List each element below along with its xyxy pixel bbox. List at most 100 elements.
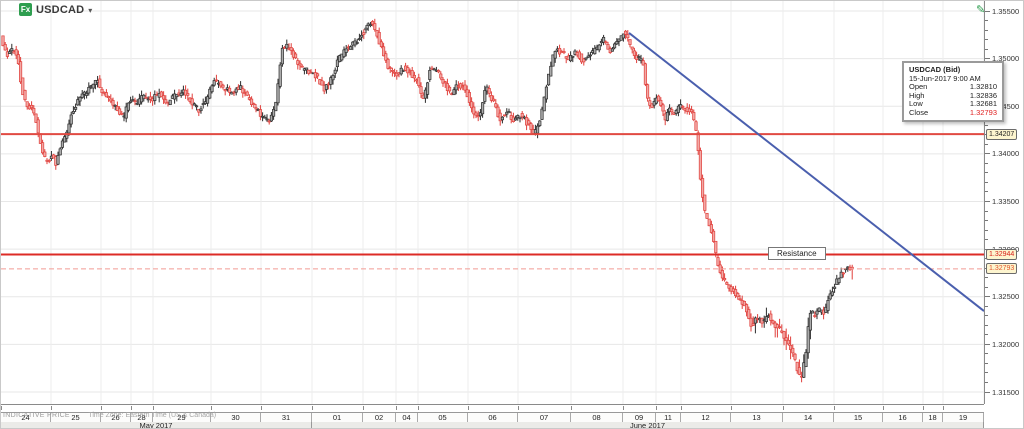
price-axis-minor-tick (985, 143, 988, 145)
candle-body (239, 85, 243, 90)
candle-body (745, 304, 749, 313)
price-axis-minor-tick (985, 220, 988, 222)
price-axis-major-tick (985, 153, 990, 155)
chart-plot-area[interactable] (1, 1, 984, 404)
price-axis-minor-tick (985, 334, 988, 336)
candle-body (681, 106, 685, 108)
candle-body (643, 63, 647, 85)
timezone-label: Time Zone: Eastern Time (US & Canada) (88, 412, 217, 419)
candle-body (487, 88, 491, 94)
draw-tool-pencil-icon[interactable]: ✎ (976, 4, 986, 16)
candle-body (472, 106, 476, 115)
price-axis-label: 1.31500 (992, 387, 1020, 397)
candle-body (162, 95, 166, 100)
candle-body (192, 103, 196, 106)
candle-body (549, 65, 553, 77)
candle-body (428, 70, 432, 80)
price-axis-minor-tick (985, 20, 988, 22)
price-axis-major-tick (985, 296, 990, 298)
candle-body (190, 98, 194, 106)
price-axis-minor-tick (985, 191, 988, 193)
price-axis-label: 1.32000 (992, 339, 1020, 349)
candle-body (406, 67, 410, 74)
chevron-down-icon[interactable]: ▾ (88, 5, 93, 15)
candle-body (278, 64, 282, 87)
candle-body (467, 92, 471, 103)
time-axis-tick (261, 406, 262, 410)
day-label: 11 (656, 413, 681, 423)
price-axis-minor-tick (985, 372, 988, 374)
candle-body (716, 257, 720, 266)
candle-body (828, 293, 832, 300)
resistance-annotation[interactable]: Resistance (768, 247, 826, 261)
time-axis-tick (943, 406, 944, 410)
candle-body (670, 109, 674, 113)
candle-body (410, 70, 414, 78)
candle-body (797, 367, 801, 375)
candle-body (124, 106, 128, 119)
candle-body (111, 100, 115, 106)
candle-body (815, 310, 819, 315)
candle-body (665, 111, 669, 121)
candle-body (630, 46, 634, 50)
candle-body (709, 224, 713, 233)
candle-body (118, 108, 122, 115)
tooltip-high-label: High (909, 90, 925, 100)
trendline[interactable] (628, 32, 984, 312)
candle-body (474, 112, 478, 116)
candle-body (701, 178, 705, 198)
candle-body (153, 94, 157, 101)
candle-body (335, 59, 339, 67)
candle-body (228, 87, 232, 93)
candle-body (76, 99, 80, 106)
candle-body (43, 151, 47, 157)
time-axis-tick (211, 406, 212, 410)
candle-body (830, 291, 834, 296)
candle-body (296, 60, 300, 65)
candle-body (839, 271, 843, 279)
candle-body (221, 84, 225, 88)
candle-body (395, 72, 399, 77)
candle-body (69, 114, 73, 125)
candle-body (164, 99, 168, 104)
month-label: May 2017 (1, 422, 312, 428)
day-label: 29 (153, 413, 211, 423)
candle-body (580, 53, 584, 63)
price-axis-label: 1.32500 (992, 292, 1020, 302)
day-label: 19 (943, 413, 984, 423)
candle-body (571, 55, 575, 58)
candle-body (791, 347, 795, 354)
candle-body (483, 90, 487, 102)
candle-body (441, 78, 445, 84)
price-axis-minor-tick (985, 162, 988, 164)
candle-body (379, 41, 383, 47)
candle-body (126, 102, 130, 111)
day-label: 14 (783, 413, 834, 423)
candle-body (258, 109, 262, 117)
candle-body (265, 118, 269, 121)
candle-body (199, 108, 203, 112)
disclaimer: INDICATIVE PRICE Time Zone: Eastern Time… (3, 404, 216, 422)
candle-body (496, 106, 500, 118)
candle-body (764, 316, 768, 322)
candle-body (23, 89, 27, 101)
candle-body (355, 42, 359, 44)
candle-body (100, 88, 104, 94)
symbol-selector[interactable]: Fx USDCAD ▾ (19, 3, 92, 16)
time-axis-tick (571, 406, 572, 410)
price-axis-minor-tick (985, 181, 988, 183)
candle-body (751, 323, 755, 326)
candle-body (80, 93, 84, 98)
price-axis-minor-tick (985, 277, 988, 279)
tooltip-low-row: Low 1.32681 (909, 99, 997, 109)
candle-body (646, 84, 650, 99)
candle-body (463, 84, 467, 91)
time-axis[interactable]: INDICATIVE PRICE Time Zone: Eastern Time… (1, 404, 984, 428)
candle-body (362, 32, 366, 35)
time-axis-tick (418, 406, 419, 410)
candle-body (833, 286, 837, 289)
time-axis-tick (153, 406, 154, 410)
candle-body (388, 67, 392, 69)
candle-body (657, 95, 661, 102)
candle-body (195, 105, 199, 108)
